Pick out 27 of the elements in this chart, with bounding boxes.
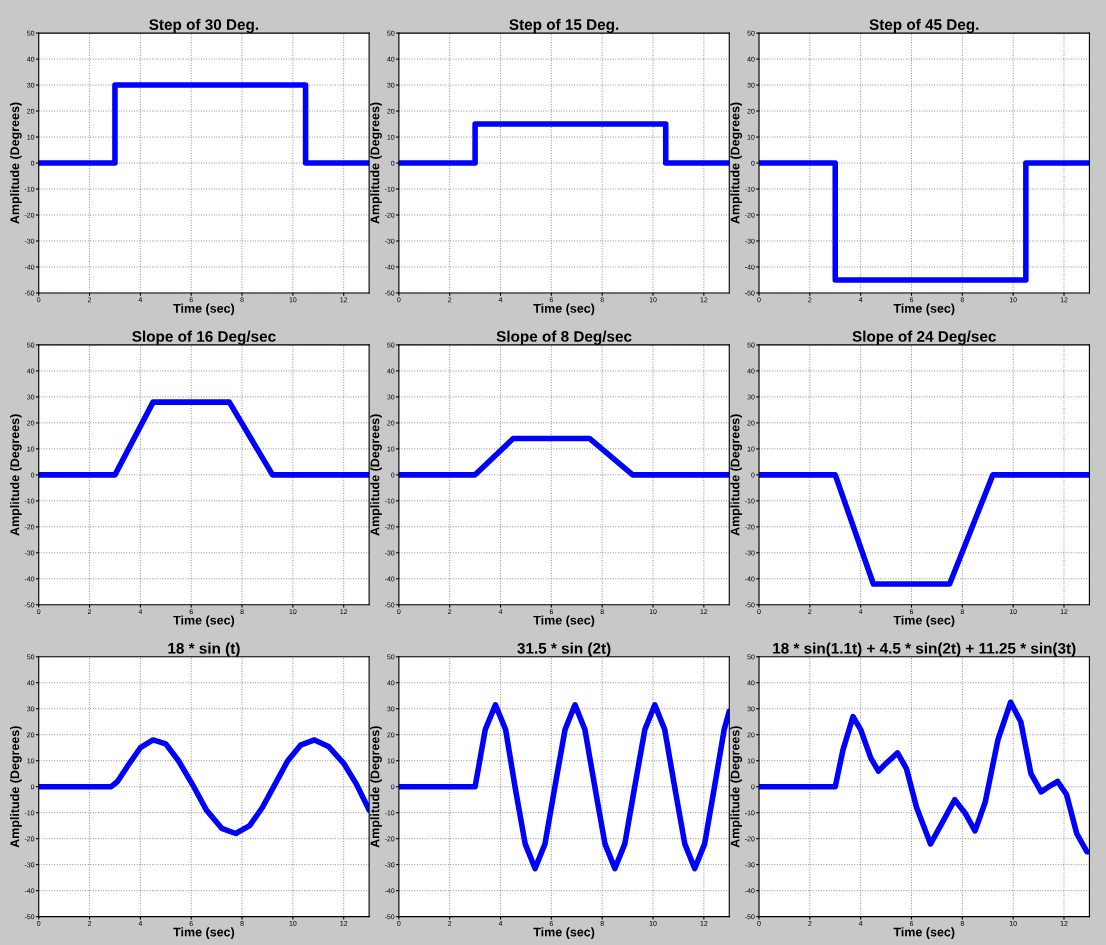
x-axis-title: Time (sec)	[533, 303, 595, 316]
y-axis-title: Amplitude (Degrees)	[10, 414, 22, 536]
y-axis-title: Amplitude (Degrees)	[730, 102, 743, 224]
x-axis-title: Time (sec)	[533, 927, 595, 939]
x-axis-title: Time (sec)	[173, 303, 235, 316]
chart-title: Step of 15 Deg.	[509, 18, 619, 34]
chart-title: 18 * sin (t)	[168, 642, 240, 657]
y-axis-title: Amplitude (Degrees)	[730, 726, 743, 848]
chart-title: Slope of 24 Deg/sec	[852, 330, 996, 345]
x-axis-title: Time (sec)	[173, 615, 235, 628]
chart-title: Slope of 8 Deg/sec	[496, 330, 632, 345]
chart-title: 18 * sin(1.1t) + 4.5 * sin(2t) + 11.25 * sin(3t)	[773, 642, 1076, 657]
y-axis-title: Amplitude (Degrees)	[10, 726, 22, 848]
x-axis-title: Time (sec)	[533, 615, 595, 628]
chart-title: Slope of 16 Deg/sec	[132, 330, 276, 345]
x-axis-title: Time (sec)	[893, 303, 955, 316]
chart-title: Step of 45 Deg.	[869, 18, 979, 34]
x-axis-title: Time (sec)	[893, 615, 955, 628]
y-axis-title: Amplitude (Degrees)	[370, 102, 382, 224]
x-axis-title: Time (sec)	[893, 927, 955, 939]
chart-title: Step of 30 Deg.	[149, 18, 259, 34]
y-axis-title: Amplitude (Degrees)	[370, 414, 382, 536]
y-axis-title: Amplitude (Degrees)	[370, 726, 382, 848]
y-axis-title: Amplitude (Degrees)	[730, 414, 743, 536]
y-axis-title: Amplitude (Degrees)	[10, 102, 22, 224]
chart-title: 31.5 * sin (2t)	[517, 642, 611, 657]
x-axis-title: Time (sec)	[173, 927, 235, 939]
